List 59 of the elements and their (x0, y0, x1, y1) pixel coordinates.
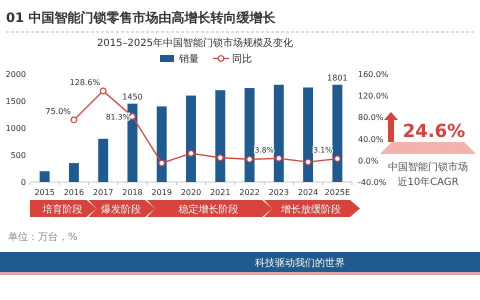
text: 24.6% (402, 121, 466, 142)
text: 近10年CAGR (397, 176, 459, 188)
bar (303, 88, 314, 182)
y2-tick-label: 40.0% (358, 134, 384, 144)
text: 科技驱动我们的世界 (255, 257, 345, 269)
bar (215, 90, 226, 182)
y2-tick-label: -40.0% (358, 178, 387, 187)
x-tick-label: 2024 (298, 188, 318, 197)
y-tick-label: 0 (20, 178, 26, 187)
legend-label: 同比 (232, 53, 252, 65)
bar (68, 163, 79, 182)
bar (40, 171, 50, 182)
chart-title: 01 中国智能门锁零售市场由高增长转向缓增长 (6, 10, 277, 26)
bar (156, 106, 167, 182)
bar (332, 84, 342, 182)
bar (274, 84, 284, 182)
text: 中国智能门锁市场 (388, 161, 468, 173)
point (275, 154, 282, 162)
point (100, 88, 107, 94)
point (216, 154, 224, 162)
point (188, 150, 194, 157)
x-tick-label: 2015 (34, 188, 55, 197)
x-tick-label: 2017 (93, 188, 114, 197)
point (70, 116, 78, 124)
legend-label: 销量 (178, 54, 199, 65)
x-tick-label: 2020 (180, 188, 202, 197)
x-tick-label: 2021 (210, 188, 230, 197)
point (129, 113, 136, 120)
x-tick-label: 2016 (64, 188, 84, 197)
y-tick-label: 1500 (6, 97, 26, 106)
x-tick-label: 2019 (152, 188, 172, 197)
y-tick-label: 2000 (6, 70, 26, 79)
y2-tick-label: 120.0% (358, 92, 389, 101)
data-label: 128.6% (70, 78, 101, 87)
text: 培育阶段 (41, 204, 82, 216)
bar (98, 138, 108, 182)
text: 单位：万台，% (8, 231, 78, 243)
text: 增长放缓阶段 (280, 204, 342, 216)
point (304, 158, 312, 166)
data-label: 1801 (327, 74, 348, 83)
bar (186, 96, 196, 182)
x-tick-label: 2025E (324, 188, 350, 197)
y2-tick-label: 80.0% (358, 113, 384, 122)
y-tick-label: 1000 (6, 124, 26, 133)
point (334, 155, 341, 162)
bar (244, 88, 255, 182)
chart-subtitle: 2015–2025年中国智能门锁市场规模及变化 (97, 37, 293, 49)
x-tick-label: 2023 (268, 188, 289, 197)
y2-tick-label: 0.0% (358, 156, 379, 166)
text: 稳定增长阶段 (178, 204, 239, 216)
text: 爆发阶段 (100, 204, 141, 216)
x-tick-label: 2022 (239, 188, 260, 197)
point (158, 160, 166, 166)
y-tick-label: 500 (10, 151, 26, 160)
y2-tick-label: 160.0% (358, 70, 389, 79)
data-label: 1450 (122, 92, 143, 102)
x-tick-label: 2018 (122, 188, 143, 197)
data-label: 75.0% (45, 106, 72, 116)
point (246, 156, 253, 163)
